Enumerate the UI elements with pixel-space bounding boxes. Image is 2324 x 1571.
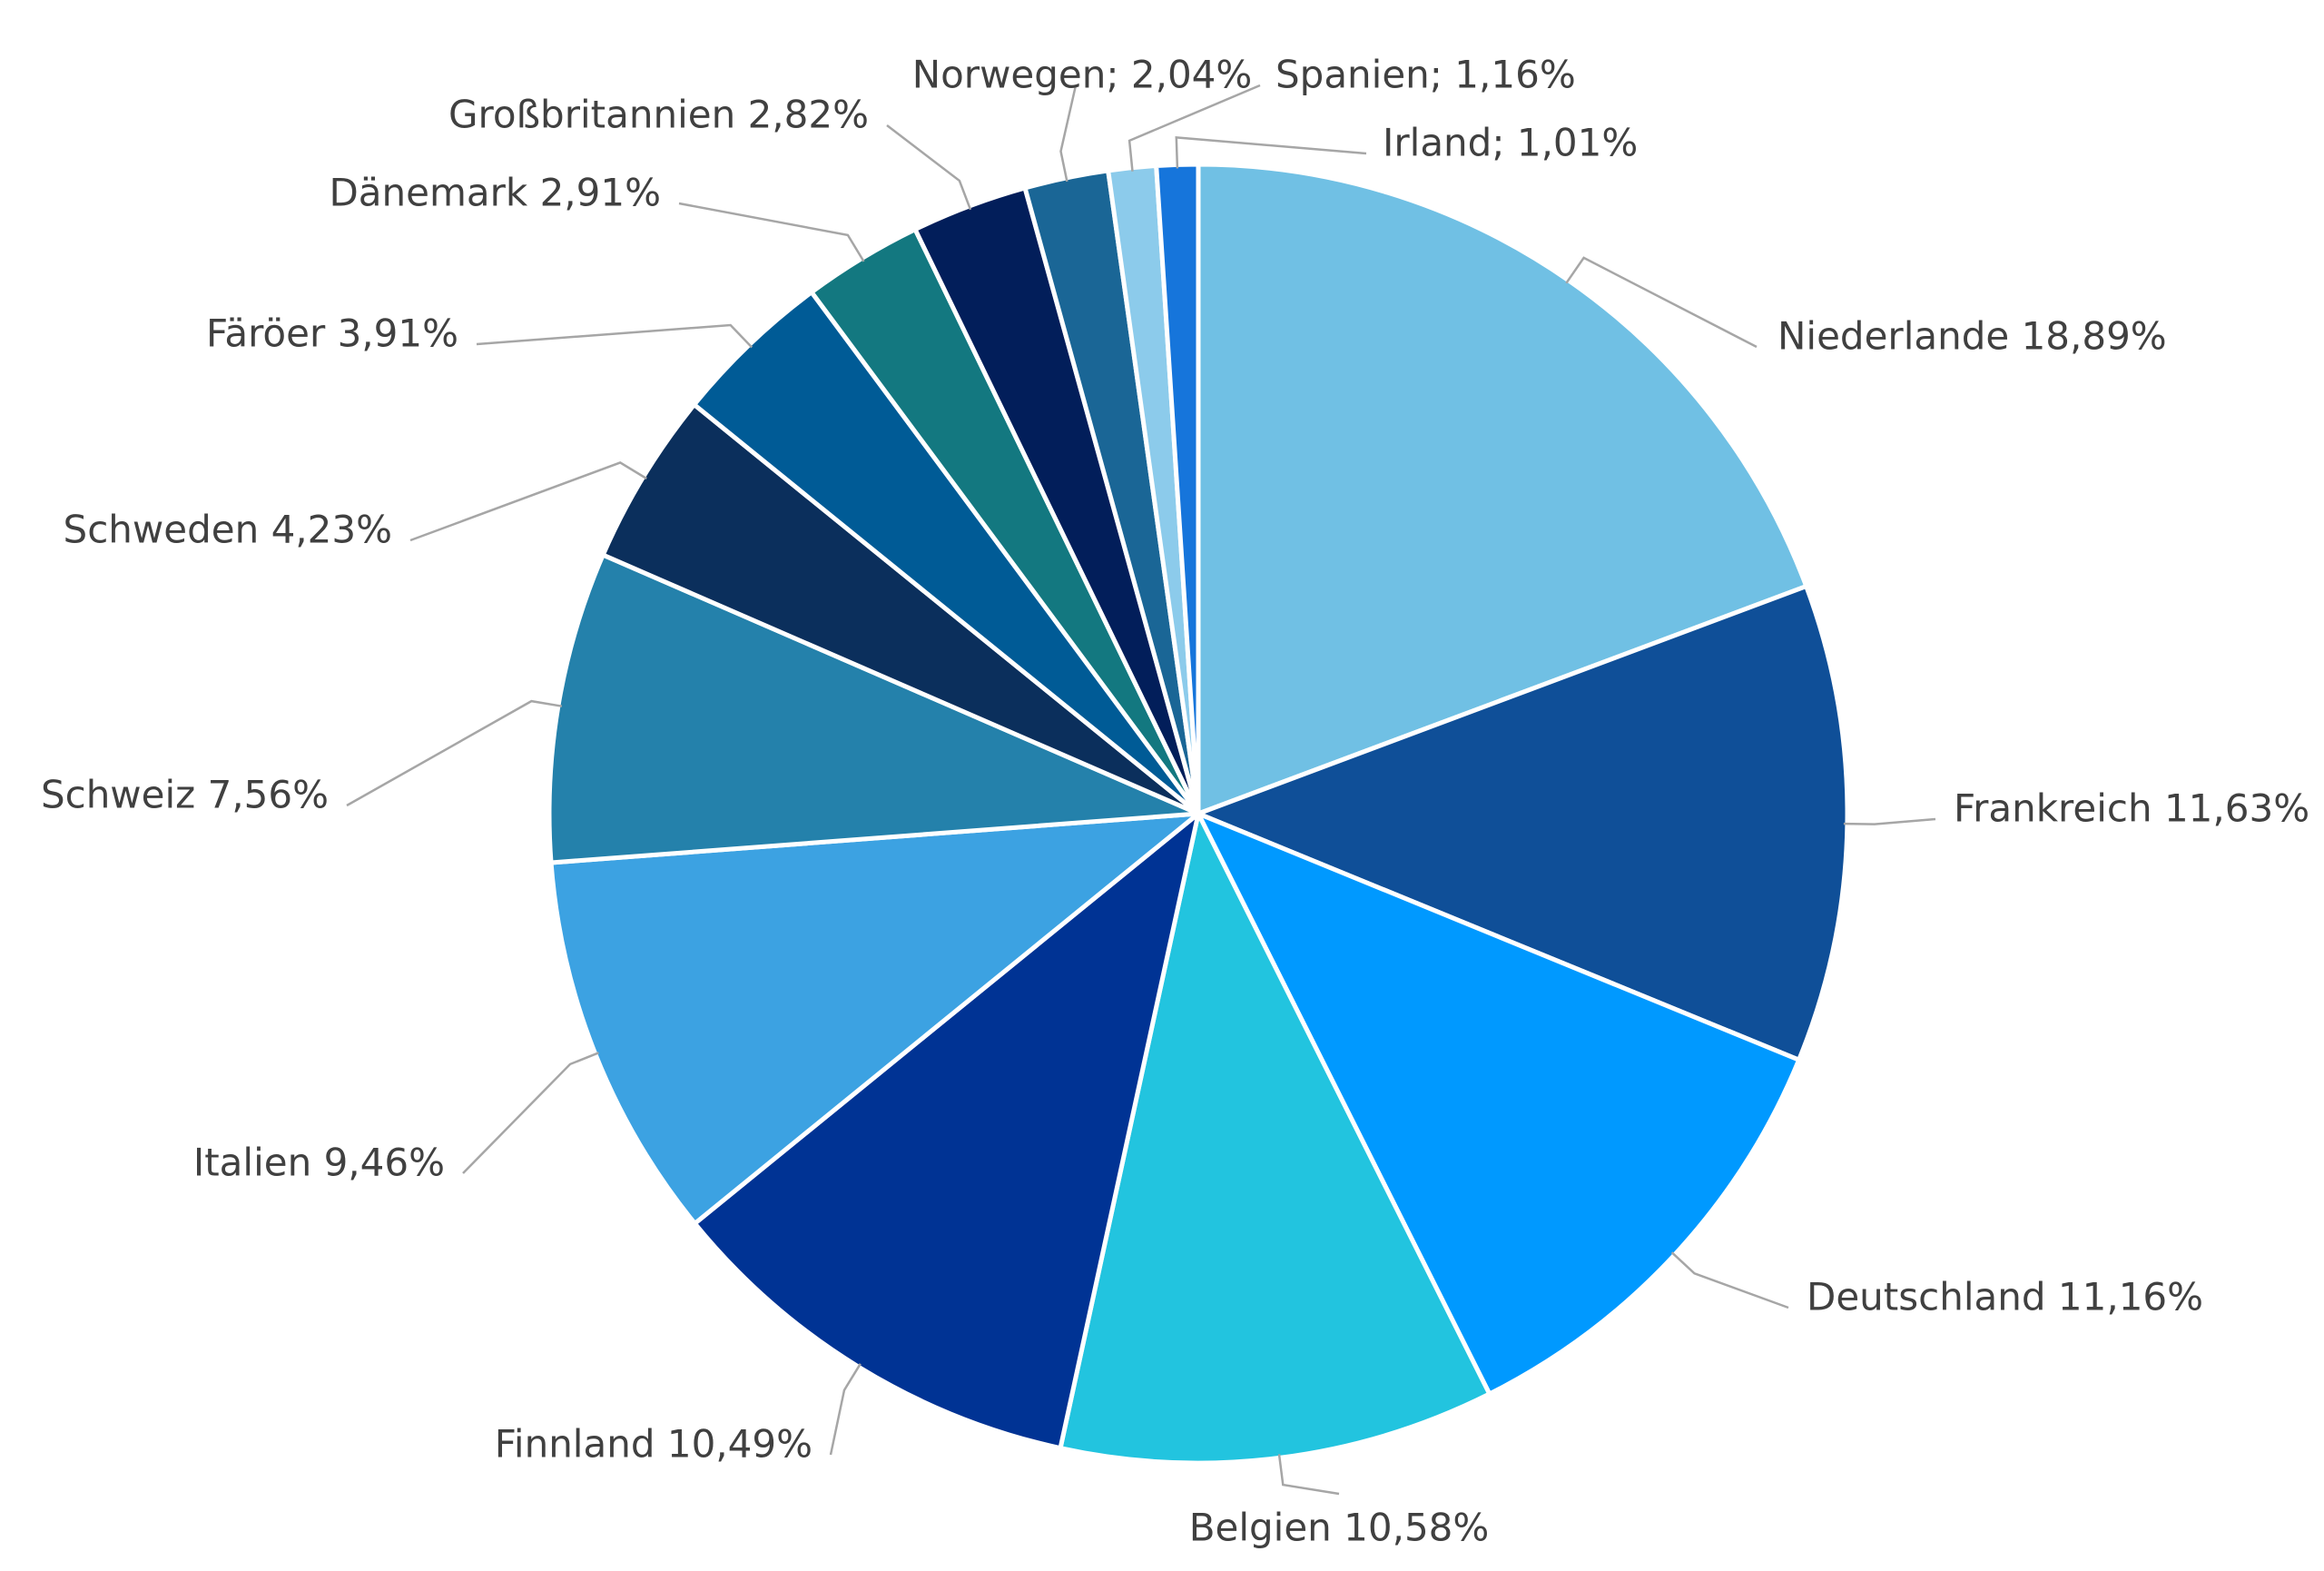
leader-line-spanien bbox=[1128, 84, 1261, 172]
data-labels: Niederlande 18,89% Frankreich 11,63% Deuts… bbox=[41, 53, 2309, 1550]
data-label-faeroeer: Färöer 3,91% bbox=[206, 311, 458, 356]
data-label-belgien: Belgien 10,58% bbox=[1189, 1506, 1490, 1550]
leader-line-daenemark bbox=[678, 202, 865, 262]
leader-lines bbox=[346, 84, 1936, 1496]
data-label-irland: Irland; 1,01% bbox=[1383, 121, 1638, 165]
data-label-finnland: Finnland 10,49% bbox=[495, 1422, 812, 1467]
data-label-schweden: Schweden 4,23% bbox=[64, 508, 392, 552]
data-label-frankreich: Frankreich 11,63% bbox=[1954, 786, 2309, 831]
data-label-spanien: Spanien; 1,16% bbox=[1275, 53, 1576, 97]
leader-line-italien bbox=[462, 1052, 599, 1174]
leader-line-belgien bbox=[1277, 1454, 1340, 1496]
leader-line-finnland bbox=[829, 1363, 862, 1456]
data-label-deutschland: Deutschland 11,16% bbox=[1807, 1275, 2203, 1319]
leader-line-irland bbox=[1175, 136, 1367, 169]
leader-line-faeroeer bbox=[476, 323, 753, 349]
data-label-norwegen: Norwegen; 2,04% bbox=[912, 53, 1253, 97]
data-label-grossbritannien: Großbritannien 2,82% bbox=[448, 93, 869, 137]
data-label-schweiz: Schweiz 7,56% bbox=[41, 773, 329, 817]
leader-line-frankreich bbox=[1843, 817, 1936, 825]
pie-slices bbox=[547, 162, 1850, 1466]
leader-line-schweden bbox=[409, 461, 647, 542]
leader-line-schweiz bbox=[346, 699, 563, 807]
leader-line-norwegen bbox=[1059, 84, 1078, 183]
leader-line-niederlande bbox=[1565, 256, 1758, 349]
data-label-niederlande: Niederlande 18,89% bbox=[1777, 314, 2167, 359]
data-label-italien: Italien 9,46% bbox=[193, 1141, 445, 1185]
leader-line-deutschland bbox=[1670, 1251, 1789, 1309]
data-label-daenemark: Dänemark 2,91% bbox=[329, 171, 661, 215]
leader-line-grossbritannien bbox=[886, 124, 972, 211]
